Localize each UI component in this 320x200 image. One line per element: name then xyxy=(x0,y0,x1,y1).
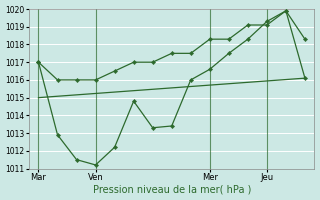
X-axis label: Pression niveau de la mer( hPa ): Pression niveau de la mer( hPa ) xyxy=(92,184,251,194)
